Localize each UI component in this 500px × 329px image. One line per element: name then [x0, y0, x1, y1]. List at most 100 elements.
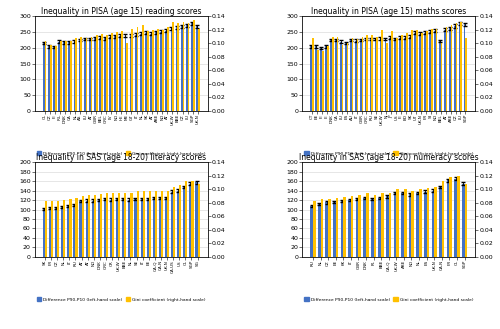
Bar — [372, 35, 373, 111]
Bar — [55, 46, 56, 111]
Bar — [167, 191, 169, 257]
Bar — [155, 191, 157, 257]
Bar — [344, 197, 346, 257]
Bar — [456, 23, 458, 111]
Bar — [421, 33, 422, 111]
Bar — [436, 29, 438, 111]
Bar — [320, 48, 322, 111]
Bar — [78, 40, 80, 111]
Bar — [419, 190, 422, 257]
Bar — [429, 32, 431, 111]
Bar — [356, 199, 358, 257]
Bar — [446, 180, 450, 257]
Bar — [166, 31, 168, 111]
Bar — [426, 31, 428, 111]
Bar — [362, 37, 363, 111]
Bar — [325, 46, 327, 111]
Bar — [336, 198, 338, 257]
Bar — [424, 191, 426, 257]
Bar — [450, 177, 452, 257]
Bar — [364, 198, 366, 257]
Bar — [148, 191, 151, 257]
Bar — [442, 181, 444, 257]
Bar — [188, 23, 190, 111]
Bar — [70, 199, 71, 257]
Bar — [145, 33, 147, 111]
Bar — [378, 198, 381, 257]
Bar — [134, 199, 136, 257]
Bar — [89, 39, 90, 111]
Bar — [340, 41, 342, 111]
Bar — [406, 33, 408, 111]
Bar — [366, 35, 368, 111]
Bar — [396, 190, 399, 257]
Bar — [170, 28, 172, 111]
Bar — [122, 199, 124, 257]
Bar — [330, 40, 332, 111]
Bar — [114, 36, 116, 111]
Bar — [340, 201, 344, 257]
Bar — [152, 198, 155, 257]
Bar — [312, 38, 314, 111]
Bar — [376, 37, 378, 111]
Bar — [404, 38, 406, 111]
Bar — [390, 38, 391, 111]
Bar — [381, 193, 384, 257]
Bar — [364, 39, 366, 111]
Bar — [50, 45, 51, 111]
Bar — [110, 37, 111, 111]
Bar — [152, 30, 154, 111]
Bar — [43, 209, 45, 257]
Bar — [106, 193, 108, 257]
Bar — [82, 196, 84, 257]
Title: Inequality in SAS (age 18-20) literacy scores: Inequality in SAS (age 18-20) literacy s… — [36, 153, 206, 162]
Bar — [371, 199, 374, 257]
Bar — [68, 42, 70, 111]
Bar — [337, 37, 338, 111]
Bar — [53, 47, 55, 111]
Bar — [60, 41, 62, 111]
Bar — [384, 39, 386, 111]
Bar — [136, 191, 138, 257]
Bar — [74, 205, 76, 257]
Bar — [388, 193, 392, 257]
Bar — [44, 41, 46, 111]
Bar — [198, 29, 200, 111]
Bar — [386, 43, 388, 111]
Bar — [310, 46, 312, 111]
Bar — [374, 39, 376, 111]
Bar — [120, 36, 122, 111]
Bar — [449, 28, 450, 111]
Bar — [190, 184, 192, 257]
Legend: Difference P90-P10 (left-hand scale), Gini coefficient (right-hand scale): Difference P90-P10 (left-hand scale), Gi… — [35, 150, 208, 157]
Title: Inequality in PISA (age 15) maths scores: Inequality in PISA (age 15) maths scores — [311, 7, 466, 16]
Bar — [313, 201, 316, 257]
Title: Inequality in SAS (age 18-20) numeracy scores: Inequality in SAS (age 18-20) numeracy s… — [299, 153, 478, 162]
Bar — [118, 193, 120, 257]
Bar — [90, 37, 92, 111]
Bar — [424, 33, 426, 111]
Bar — [464, 24, 466, 111]
Bar — [86, 201, 87, 257]
Bar — [130, 193, 132, 257]
Bar — [411, 30, 412, 111]
Bar — [182, 22, 184, 111]
Bar — [140, 34, 141, 111]
Bar — [450, 25, 452, 111]
Bar — [326, 202, 328, 257]
Legend: Difference P90-P10 (left-hand scale), Gini coefficient (right-hand scale): Difference P90-P10 (left-hand scale), Gi… — [35, 296, 208, 303]
Bar — [61, 207, 64, 257]
Bar — [416, 193, 419, 257]
Bar — [454, 26, 456, 111]
Bar — [394, 39, 396, 111]
Bar — [416, 30, 418, 111]
Bar — [86, 38, 87, 111]
Bar — [57, 201, 59, 257]
Bar — [76, 198, 78, 257]
Bar — [64, 200, 66, 257]
Bar — [116, 32, 118, 111]
Bar — [180, 185, 182, 257]
Bar — [380, 38, 382, 111]
Bar — [176, 27, 178, 111]
Bar — [111, 33, 113, 111]
